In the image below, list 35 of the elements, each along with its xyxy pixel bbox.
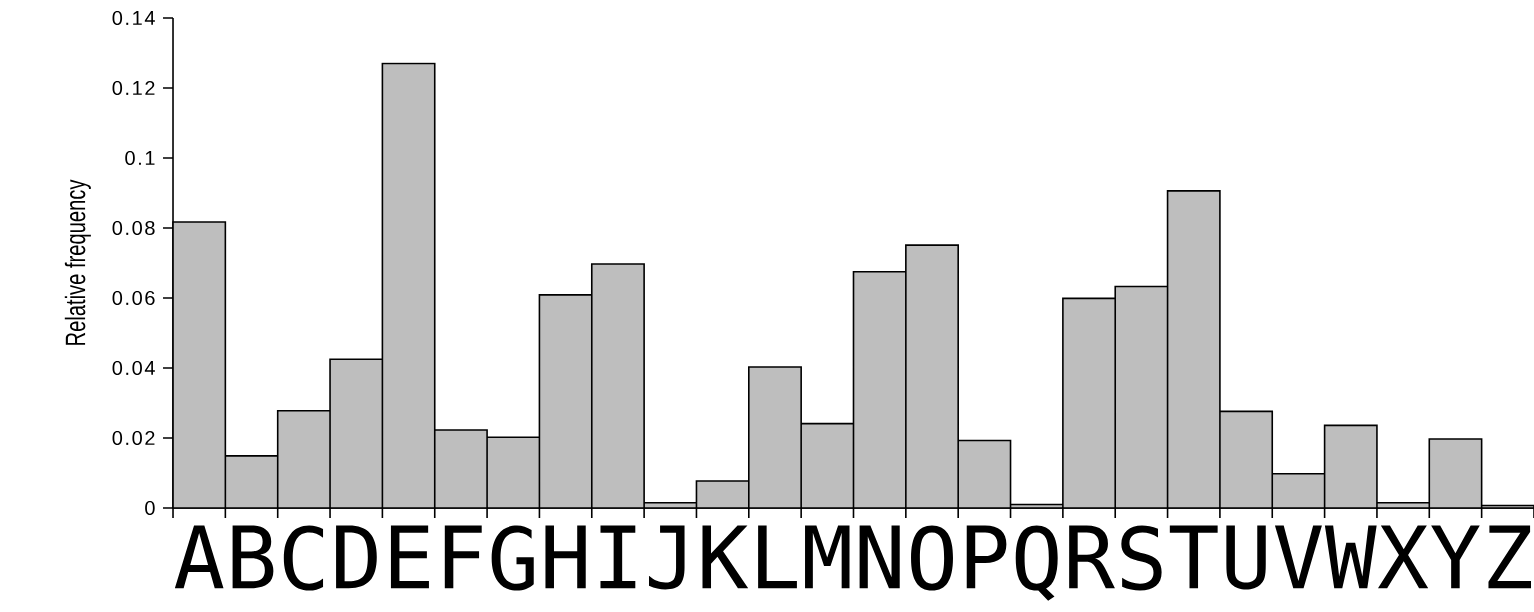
y-tick-label: 0.14 (112, 10, 155, 26)
x-tick-label: M (805, 525, 850, 589)
y-axis-title: Relative frequency (64, 179, 91, 345)
x-tick-label: W (1324, 525, 1377, 589)
x-tick-label: Z (1488, 525, 1532, 589)
x-tick-label: G (491, 525, 534, 591)
x-tick-label: O (911, 525, 953, 591)
y-tick-label: 0.08 (112, 220, 155, 236)
x-tick-label: D (336, 525, 377, 589)
y-tick-label: 0 (145, 500, 155, 516)
x-tick-label: S (1121, 525, 1162, 591)
x-tick-label: K (702, 525, 749, 589)
x-tick-label: I (600, 525, 636, 589)
y-tick-label: 0.12 (112, 80, 155, 96)
x-tick-label: J (648, 525, 685, 590)
x-tick-label: C (283, 525, 324, 591)
x-tick-label: N (859, 525, 900, 589)
x-tick-label: X (1377, 525, 1429, 589)
x-tick-label: U (1226, 525, 1266, 590)
x-tick-label: R (1069, 525, 1115, 589)
x-tick-label: P (966, 525, 1007, 589)
x-tick-label: L (758, 525, 797, 589)
x-tick-label: Q (1015, 525, 1058, 601)
x-tick-label: V (1274, 525, 1322, 589)
x-tick-label: H (545, 525, 586, 589)
x-tick-label: F (444, 525, 482, 589)
x-tick-label: Y (1431, 525, 1480, 589)
x-tick-label: E (390, 525, 429, 589)
x-tick-label: T (1169, 525, 1218, 589)
y-tick-label: 0.06 (112, 290, 155, 306)
x-tick-label: A (174, 525, 224, 589)
y-tick-label: 0.04 (112, 360, 155, 376)
y-tick-label: 0.1 (125, 150, 155, 166)
y-tick-label: 0.02 (112, 430, 155, 446)
x-tick-label: B (232, 525, 274, 589)
